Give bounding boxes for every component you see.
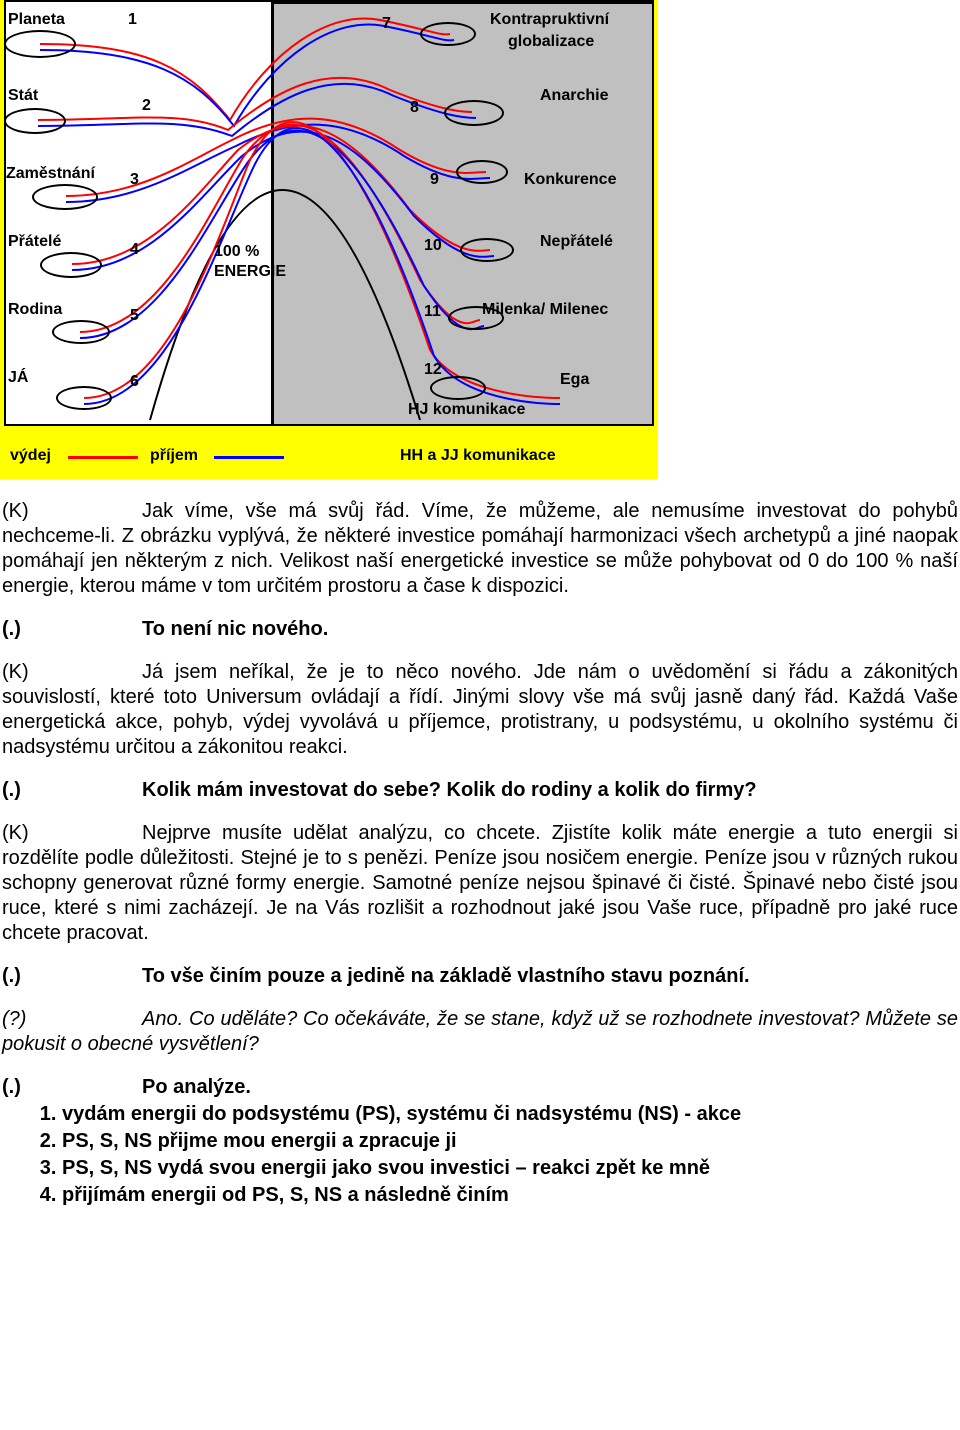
label-konkurence: Konkurence	[524, 170, 616, 190]
ellipse-stat	[4, 108, 66, 134]
num-5: 5	[130, 306, 139, 326]
speaker-q-7: (?)	[2, 1007, 142, 1032]
para-5: (K)Nejprve musíte udělat analýzu, co chc…	[2, 821, 958, 946]
list-item-1: vydám energii do podsystému (PS), systém…	[62, 1102, 958, 1127]
label-stat: Stát	[8, 86, 38, 106]
speaker-k-3: (K)	[2, 660, 142, 685]
label-zamestnani: Zaměstnání	[6, 164, 95, 184]
legend-hhjj: HH a JJ komunikace	[400, 446, 556, 466]
para-3: (K)Já jsem neříkal, že je to něco nového…	[2, 660, 958, 760]
energy-diagram: Planeta Stát Zaměstnání Přátelé Rodina J…	[0, 0, 658, 479]
num-9: 9	[430, 170, 439, 190]
para-4: (.)Kolik mám investovat do sebe? Kolik d…	[2, 778, 958, 803]
label-planeta: Planeta	[8, 10, 65, 30]
speaker-dot-8: (.)	[2, 1075, 142, 1100]
label-rodina: Rodina	[8, 300, 62, 320]
legend-line-red	[68, 456, 138, 459]
num-8: 8	[410, 98, 419, 118]
num-12: 12	[424, 360, 442, 380]
label-100pct: 100 %	[214, 242, 259, 262]
document-body: (K)Jak víme, vše má svůj řád. Víme, že m…	[0, 499, 960, 1208]
para-6: (.)To vše činím pouze a jedině na základ…	[2, 964, 958, 989]
num-11: 11	[424, 302, 441, 322]
num-4: 4	[130, 240, 139, 260]
num-7: 7	[382, 14, 391, 34]
ellipse-nepratele	[460, 238, 514, 262]
speaker-k-1: (K)	[2, 499, 142, 524]
legend-vydej: výdej	[10, 446, 51, 466]
label-hj: HJ komunikace	[408, 400, 525, 420]
num-3: 3	[130, 170, 139, 190]
list-item-3: PS, S, NS vydá svou energii jako svou in…	[62, 1156, 958, 1181]
label-ja: JÁ	[8, 368, 28, 388]
para-8: (.)Po analýze.	[2, 1075, 958, 1100]
label-ega: Ega	[560, 370, 589, 390]
list-item-4: přijímám energii od PS, S, NS a následně…	[62, 1183, 958, 1208]
label-anarchie: Anarchie	[540, 86, 608, 106]
para-3-text: Já jsem neříkal, že je to něco nového. J…	[2, 661, 958, 758]
analysis-list: vydám energii do podsystému (PS), systém…	[2, 1102, 958, 1208]
num-10: 10	[424, 236, 442, 256]
ellipse-ja	[56, 386, 112, 410]
label-kontra1: Kontrapruktivní	[490, 10, 609, 30]
ellipse-kontra	[420, 22, 476, 46]
para-7: (?)Ano. Co uděláte? Co očekáváte, že se …	[2, 1007, 958, 1057]
list-item-2: PS, S, NS přijme mou energii a zpracuje …	[62, 1129, 958, 1154]
para-8-text: Po analýze.	[142, 1076, 251, 1098]
para-1-text: Jak víme, vše má svůj řád. Víme, že může…	[2, 500, 958, 597]
label-energie: ENERGIE	[214, 262, 286, 282]
speaker-dot-2: (.)	[2, 617, 142, 642]
speaker-dot-4: (.)	[2, 778, 142, 803]
para-1: (K)Jak víme, vše má svůj řád. Víme, že m…	[2, 499, 958, 599]
para-5-text: Nejprve musíte udělat analýzu, co chcete…	[2, 822, 958, 944]
legend-prijem: příjem	[150, 446, 198, 466]
label-pratele: Přátelé	[8, 232, 61, 252]
speaker-dot-6: (.)	[2, 964, 142, 989]
para-2-text: To není nic nového.	[142, 618, 328, 640]
label-kontra2: globalizace	[508, 32, 594, 52]
para-6-text: To vše činím pouze a jedině na základě v…	[142, 965, 750, 987]
label-nepratele: Nepřátelé	[540, 232, 613, 252]
ellipse-milenka	[448, 306, 504, 330]
para-7-text: Ano. Co uděláte? Co očekáváte, že se sta…	[2, 1008, 958, 1055]
legend-line-blue	[214, 456, 284, 459]
ellipse-konkurence	[456, 160, 508, 184]
ellipse-pratele	[40, 252, 102, 278]
speaker-k-5: (K)	[2, 821, 142, 846]
para-4-text: Kolik mám investovat do sebe? Kolik do r…	[142, 779, 757, 801]
num-1: 1	[128, 10, 137, 30]
num-2: 2	[142, 96, 151, 116]
ellipse-planeta	[4, 30, 76, 58]
num-6: 6	[130, 372, 139, 392]
para-2: (.)To není nic nového.	[2, 617, 958, 642]
grey-panel	[272, 2, 652, 424]
ellipse-anarchie	[444, 100, 504, 126]
ellipse-rodina	[52, 320, 110, 344]
ellipse-zamestnani	[32, 184, 98, 210]
